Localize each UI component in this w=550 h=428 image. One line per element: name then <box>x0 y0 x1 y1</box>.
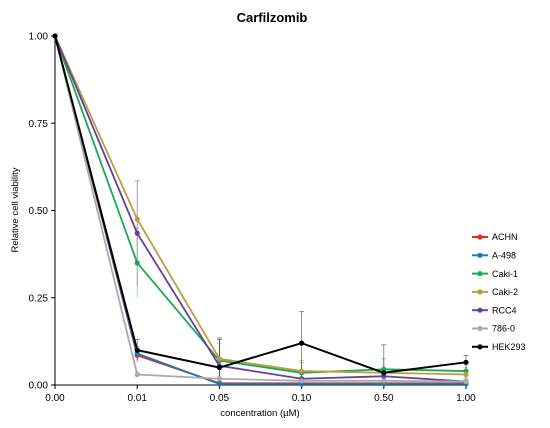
x-tick-label: 0.50 <box>374 393 394 404</box>
x-axis-label: concentration (µM) <box>220 408 299 419</box>
series-line <box>54 35 467 383</box>
x-tick-label: 0.01 <box>127 393 147 404</box>
legend-marker <box>477 252 483 258</box>
legend-label: 786-0 <box>492 324 515 334</box>
series-line <box>54 35 467 376</box>
y-tick-label: 0.75 <box>29 119 49 130</box>
series-line <box>54 35 467 374</box>
data-point <box>216 381 222 387</box>
error-bars <box>134 180 469 385</box>
series-line <box>54 35 466 385</box>
x-tick-label: 0.00 <box>45 393 65 404</box>
series-line <box>54 35 466 385</box>
axes <box>54 36 466 386</box>
legend-marker <box>477 289 483 295</box>
legend-label: A-498 <box>492 251 516 261</box>
legend-label: HEK293 <box>492 342 526 352</box>
legend-marker <box>477 271 483 277</box>
data-point <box>52 33 58 39</box>
legend-label: Caki-2 <box>492 287 518 297</box>
x-tick-label: 1.00 <box>456 393 476 404</box>
y-axis-label: Relative cell viability <box>10 167 21 252</box>
data-point <box>463 371 469 378</box>
legend-marker <box>477 307 483 313</box>
legend-marker <box>477 234 483 240</box>
data-point <box>134 347 140 353</box>
legend-label: Caki-1 <box>492 269 518 279</box>
data-point <box>299 368 305 374</box>
data-point <box>299 378 305 384</box>
x-tick-label: 0.05 <box>210 393 230 404</box>
data-point <box>299 340 305 346</box>
data-point <box>134 260 140 266</box>
y-ticks: 0.00 0.25 0.50 0.75 1.00 <box>29 32 55 392</box>
data-point <box>381 378 387 384</box>
legend-marker <box>477 325 483 332</box>
chart-title: Carfilzomib <box>237 10 308 25</box>
data-point <box>134 216 140 222</box>
data-point <box>216 356 222 362</box>
series-line <box>54 35 467 374</box>
x-ticks: 0.00 0.01 0.05 0.10 0.50 1.00 <box>45 385 476 404</box>
data-point <box>381 370 387 376</box>
y-tick-label: 0.25 <box>29 293 49 304</box>
legend: ACHN A-498 Caki-1 Caki-2 RCC4 786-0 HEK293 <box>472 232 526 352</box>
legend-marker <box>477 344 483 350</box>
data-point <box>216 364 222 371</box>
data-point <box>134 230 140 236</box>
legend-label: RCC4 <box>492 305 517 315</box>
data-point <box>134 371 140 378</box>
data-point <box>463 378 469 385</box>
y-tick-label: 1.00 <box>29 32 49 43</box>
legend-label: ACHN <box>492 232 518 242</box>
data-point <box>216 376 222 382</box>
x-tick-label: 0.10 <box>292 393 312 404</box>
series-lines <box>52 33 469 387</box>
y-tick-label: 0.50 <box>29 206 49 217</box>
data-point <box>463 359 469 365</box>
y-tick-label: 0.00 <box>29 381 49 392</box>
series-line <box>54 35 467 383</box>
